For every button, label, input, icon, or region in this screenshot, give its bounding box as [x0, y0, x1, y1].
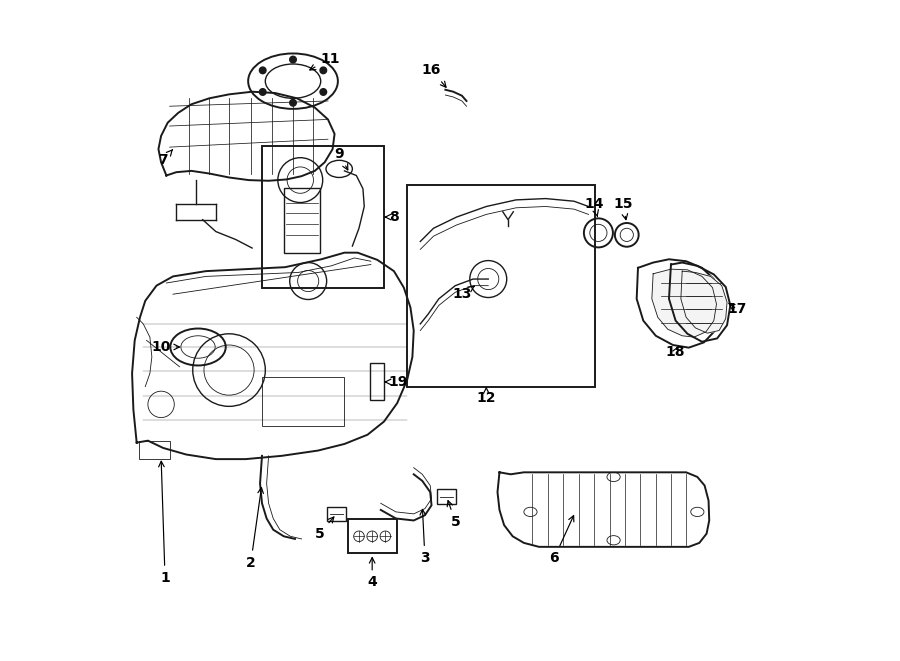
Text: 14: 14 [584, 197, 604, 216]
Bar [370, 364, 384, 400]
Text: 19: 19 [385, 375, 409, 389]
Circle shape [259, 67, 266, 73]
Text: 6: 6 [549, 516, 574, 565]
Bar [328, 506, 346, 521]
Bar [407, 185, 595, 387]
Circle shape [290, 99, 296, 106]
Circle shape [320, 67, 327, 73]
Text: 16: 16 [422, 63, 446, 87]
Circle shape [320, 89, 327, 95]
Text: 5: 5 [314, 517, 334, 541]
Polygon shape [652, 269, 716, 337]
Text: 10: 10 [151, 340, 179, 354]
Polygon shape [669, 262, 730, 342]
Text: 18: 18 [666, 344, 685, 359]
Circle shape [290, 56, 296, 63]
Polygon shape [498, 473, 709, 547]
Text: 12: 12 [476, 387, 496, 405]
Bar [139, 441, 170, 459]
Text: 13: 13 [452, 286, 474, 301]
Bar [262, 377, 345, 426]
Text: 15: 15 [613, 197, 633, 219]
Text: 5: 5 [447, 500, 460, 529]
Bar [347, 519, 397, 553]
Polygon shape [158, 92, 335, 180]
Bar [437, 489, 456, 504]
Polygon shape [132, 253, 414, 459]
Text: 7: 7 [158, 149, 173, 167]
Text: 3: 3 [420, 510, 429, 565]
Text: 2: 2 [246, 488, 264, 570]
Text: 4: 4 [367, 557, 377, 590]
Polygon shape [636, 259, 722, 348]
Text: 17: 17 [727, 302, 747, 317]
Circle shape [259, 89, 266, 95]
Text: 1: 1 [158, 461, 170, 585]
Bar [284, 188, 320, 253]
Text: 11: 11 [310, 52, 339, 70]
Text: 9: 9 [335, 147, 347, 170]
Polygon shape [681, 271, 727, 333]
Text: 8: 8 [385, 210, 399, 224]
Bar [262, 146, 384, 288]
